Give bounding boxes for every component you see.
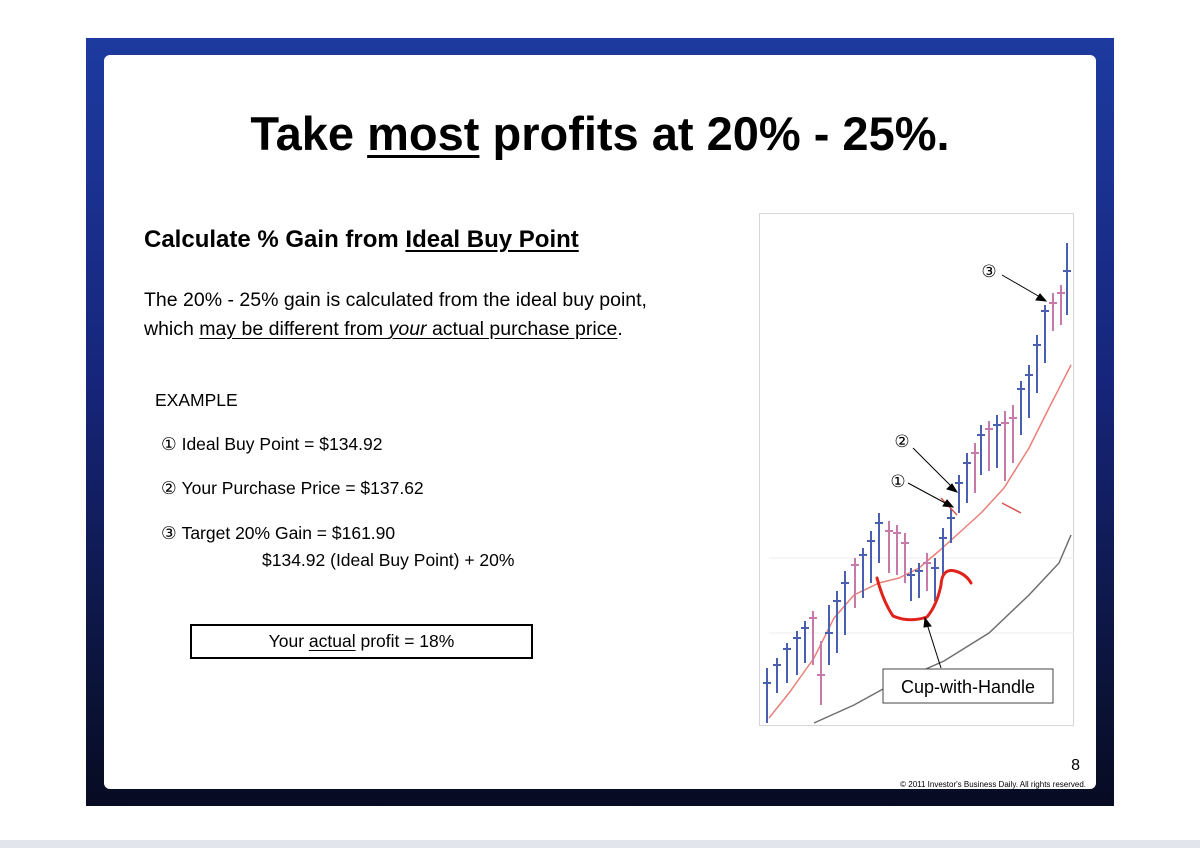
price-bar <box>893 525 901 575</box>
annotation-arrows <box>907 274 1048 669</box>
bottom-strip <box>0 840 1200 848</box>
price-bar <box>977 425 985 475</box>
price-bar <box>859 548 867 598</box>
long-moving-average-line <box>813 534 1072 724</box>
price-bar <box>915 563 923 598</box>
price-bar <box>1001 411 1009 481</box>
price-bar <box>841 571 849 635</box>
paragraph-line-1: The 20% - 25% gain is calculated from th… <box>144 289 647 311</box>
price-bar <box>901 533 909 583</box>
price-bar <box>993 415 1001 468</box>
price-bar <box>793 631 801 675</box>
price-bars <box>763 243 1071 723</box>
price-bar <box>885 521 893 573</box>
price-bar <box>763 668 771 723</box>
chart-marker-one: ① <box>890 472 905 492</box>
cup-with-handle-callout-box <box>882 668 1054 704</box>
circled-one-marker: ① <box>161 434 177 454</box>
price-chart-svg: ① ② ③ Cup-with-Handle <box>759 213 1074 726</box>
price-bar <box>939 528 947 575</box>
price-bar <box>1033 335 1041 393</box>
chart-border <box>759 213 1074 726</box>
price-bar <box>833 591 841 653</box>
price-bar <box>825 605 833 665</box>
price-bar <box>931 558 939 601</box>
actual-profit-box: Your actual profit = 18% <box>190 624 533 659</box>
example-item-2: ② Your Purchase Price = $137.62 <box>161 478 424 498</box>
subheading: Calculate % Gain from Ideal Buy Point <box>144 226 579 253</box>
price-bar <box>801 621 809 663</box>
price-bar <box>1025 365 1033 418</box>
price-bar <box>875 513 883 563</box>
circled-three-marker: ③ <box>161 523 177 543</box>
chart-gridlines <box>769 557 1074 634</box>
price-bar <box>907 568 915 601</box>
price-bar <box>1057 285 1065 325</box>
example-item-1: ① Ideal Buy Point = $134.92 <box>161 434 383 454</box>
price-chart: ① ② ③ Cup-with-Handle <box>759 213 1074 726</box>
price-bar <box>955 475 963 513</box>
price-bar <box>1049 293 1057 331</box>
paragraph-underlined: may be different from your actual purcha… <box>199 318 618 340</box>
example-label: EXAMPLE <box>155 390 238 410</box>
price-bar <box>971 443 979 493</box>
price-bar <box>1063 243 1071 315</box>
page-number: 8 <box>1071 757 1080 774</box>
chart-marker-two: ② <box>894 432 909 452</box>
price-bar <box>851 558 859 608</box>
example-item-3: ③ Target 20% Gain = $161.90 <box>161 523 396 543</box>
cup-with-handle-label: Cup-with-Handle <box>901 677 1035 697</box>
title-emphasis: most <box>367 107 480 160</box>
price-bar <box>1009 405 1017 463</box>
price-bar <box>817 641 825 705</box>
paragraph-line-2: which may be different from your actual … <box>144 318 623 340</box>
price-bar <box>1041 305 1049 363</box>
subheading-emphasis: Ideal Buy Point <box>405 226 579 253</box>
cup-with-handle-sketch <box>875 569 973 622</box>
price-bar <box>773 658 781 693</box>
copyright-notice: © 2011 Investor's Business Daily. All ri… <box>900 780 1086 789</box>
example-formula: $134.92 (Ideal Buy Point) + 20% <box>262 550 515 570</box>
chart-marker-three: ③ <box>981 262 996 282</box>
price-bar <box>1017 381 1025 435</box>
price-bar <box>809 611 817 665</box>
slide-title: Take most profits at 20% - 25%. <box>250 107 950 160</box>
price-bar <box>947 508 955 543</box>
price-bar <box>923 553 931 591</box>
circled-two-marker: ② <box>161 478 177 498</box>
price-bar <box>867 531 875 583</box>
price-bar <box>783 643 791 683</box>
price-bar <box>985 421 993 471</box>
price-bar <box>963 453 971 503</box>
